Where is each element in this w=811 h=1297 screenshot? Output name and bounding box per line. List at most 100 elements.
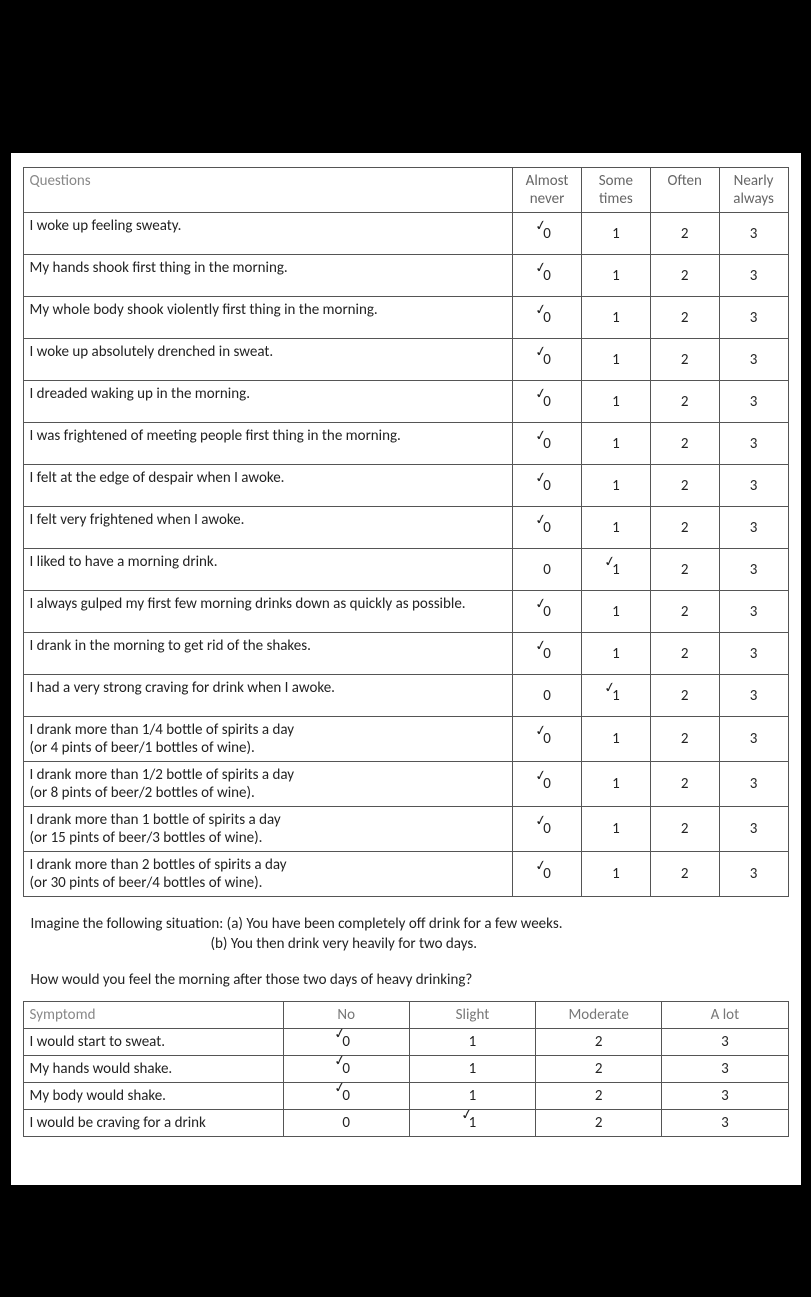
- symptoms-header: Symptomd: [23, 1002, 283, 1029]
- score-cell: 2: [650, 465, 719, 507]
- table-row: I woke up absolutely drenched in sweat.0…: [23, 339, 788, 381]
- table-row: I drank more than 1/2 bottle of spirits …: [23, 762, 788, 807]
- score-cell: 1: [581, 297, 650, 339]
- question-cell: My whole body shook violently first thin…: [23, 297, 513, 339]
- score-cell: 3: [719, 852, 788, 897]
- question-cell: I drank in the morning to get rid of the…: [23, 633, 513, 675]
- instruction-line-1: Imagine the following situation: (a) You…: [31, 915, 781, 933]
- question-cell: I drank more than 1 bottle of spirits a …: [23, 807, 513, 852]
- question-cell: My hands shook first thing in the mornin…: [23, 255, 513, 297]
- table-row: My hands would shake.0✓123: [23, 1056, 788, 1083]
- question-cell: I drank more than 1/2 bottle of spirits …: [23, 762, 513, 807]
- col-header-1: Some times: [581, 168, 650, 213]
- checkmark-icon: ✓: [534, 811, 549, 830]
- table-row: I woke up feeling sweaty.0✓123: [23, 213, 788, 255]
- score-cell: 0✓: [513, 465, 582, 507]
- score-cell: 0✓: [513, 213, 582, 255]
- symptom-cell: My body would shake.: [23, 1083, 283, 1110]
- score-cell: 0✓: [283, 1083, 409, 1110]
- score-cell: 1✓: [409, 1110, 535, 1137]
- question-cell: I liked to have a morning drink.: [23, 549, 513, 591]
- question-cell: I woke up absolutely drenched in sweat.: [23, 339, 513, 381]
- score-cell: 2: [536, 1029, 662, 1056]
- score-cell: 3: [719, 717, 788, 762]
- checkmark-icon: ✓: [534, 342, 549, 361]
- score-cell: 2: [650, 423, 719, 465]
- score-cell: 3: [719, 591, 788, 633]
- question-cell: I drank more than 2 bottles of spirits a…: [23, 852, 513, 897]
- score-cell: 0✓: [283, 1056, 409, 1083]
- question-cell: I drank more than 1/4 bottle of spirits …: [23, 717, 513, 762]
- score-cell: 2: [650, 507, 719, 549]
- score-cell: 0✓: [513, 807, 582, 852]
- checkmark-icon: ✓: [603, 552, 618, 571]
- table-row: I dreaded waking up in the morning.0✓123: [23, 381, 788, 423]
- score-cell: 2: [650, 297, 719, 339]
- col-header-1: Slight: [409, 1002, 535, 1029]
- score-cell: 1: [581, 633, 650, 675]
- col-header-0: No: [283, 1002, 409, 1029]
- table-row: I drank in the morning to get rid of the…: [23, 633, 788, 675]
- score-cell: 3: [719, 762, 788, 807]
- score-cell: 0✓: [513, 633, 582, 675]
- score-cell: 1: [581, 852, 650, 897]
- table-row: My whole body shook violently first thin…: [23, 297, 788, 339]
- score-cell: 2: [536, 1110, 662, 1137]
- score-cell: 1: [581, 507, 650, 549]
- col-header-3: Nearly always: [719, 168, 788, 213]
- instruction-line-2: (b) You then drink very heavily for two …: [31, 935, 781, 953]
- score-cell: 2: [536, 1083, 662, 1110]
- score-cell: 1: [581, 465, 650, 507]
- table-row: I felt very frightened when I awoke.0✓12…: [23, 507, 788, 549]
- checkmark-icon: ✓: [603, 678, 618, 697]
- score-cell: 2: [650, 807, 719, 852]
- score-cell: 2: [650, 591, 719, 633]
- score-cell: 0: [513, 549, 582, 591]
- checkmark-icon: ✓: [459, 1105, 474, 1124]
- table-row: I had a very strong craving for drink wh…: [23, 675, 788, 717]
- score-cell: 1✓: [581, 549, 650, 591]
- score-cell: 1: [581, 423, 650, 465]
- checkmark-icon: ✓: [534, 721, 549, 740]
- table-header-row: Questions Almost never Some times Often …: [23, 168, 788, 213]
- score-cell: 1: [581, 717, 650, 762]
- score-cell: 2: [536, 1056, 662, 1083]
- score-cell: 1: [409, 1056, 535, 1083]
- score-cell: 3: [719, 507, 788, 549]
- col-header-2: Moderate: [536, 1002, 662, 1029]
- score-cell: 0✓: [513, 762, 582, 807]
- checkmark-icon: ✓: [534, 216, 549, 235]
- question-cell: I felt at the edge of despair when I awo…: [23, 465, 513, 507]
- score-cell: 2: [650, 675, 719, 717]
- score-cell: 1: [581, 381, 650, 423]
- checkmark-icon: ✓: [534, 510, 549, 529]
- score-cell: 1: [581, 255, 650, 297]
- score-cell: 2: [650, 381, 719, 423]
- score-cell: 3: [662, 1083, 788, 1110]
- score-cell: 3: [719, 297, 788, 339]
- score-cell: 0✓: [513, 507, 582, 549]
- table-row: I would be craving for a drink01✓23: [23, 1110, 788, 1137]
- question-cell: I felt very frightened when I awoke.: [23, 507, 513, 549]
- score-cell: 3: [719, 675, 788, 717]
- score-cell: 3: [719, 633, 788, 675]
- table-row: I always gulped my first few morning dri…: [23, 591, 788, 633]
- score-cell: 0✓: [513, 423, 582, 465]
- score-cell: 2: [650, 339, 719, 381]
- question-cell: I dreaded waking up in the morning.: [23, 381, 513, 423]
- table-row: I drank more than 1 bottle of spirits a …: [23, 807, 788, 852]
- col-header-0: Almost never: [513, 168, 582, 213]
- score-cell: 0✓: [513, 339, 582, 381]
- score-cell: 3: [662, 1029, 788, 1056]
- checkmark-icon: ✓: [534, 594, 549, 613]
- score-cell: 2: [650, 549, 719, 591]
- score-cell: 1: [581, 213, 650, 255]
- question-cell: I always gulped my first few morning dri…: [23, 591, 513, 633]
- checkmark-icon: ✓: [534, 766, 549, 785]
- score-cell: 0✓: [513, 852, 582, 897]
- score-cell: 3: [719, 807, 788, 852]
- score-cell: 3: [662, 1056, 788, 1083]
- score-cell: 0✓: [513, 297, 582, 339]
- score-cell: 3: [719, 423, 788, 465]
- score-cell: 3: [719, 381, 788, 423]
